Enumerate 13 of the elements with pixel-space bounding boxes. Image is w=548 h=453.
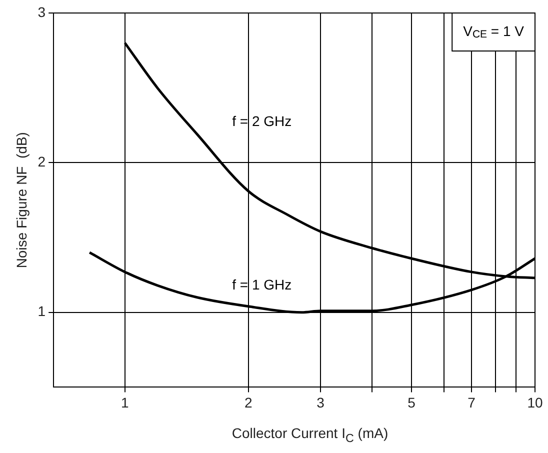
x-axis-title: Collector Current I$_{C}$ (mA)	[230, 425, 390, 445]
x-tick-label: 1	[121, 394, 130, 410]
y-axis-title: Noise Figure NF (dB)	[13, 132, 30, 268]
x-tick-label: 2	[244, 394, 252, 410]
y-tick-label: 2	[38, 154, 46, 170]
x-tick-label: 10	[527, 394, 543, 410]
y-tick-label: 1	[38, 303, 46, 320]
x-tick-label: 3	[316, 394, 325, 410]
series-label: f = 1 GHz	[232, 276, 292, 292]
x-tick-label: 5	[408, 394, 416, 410]
y-tick-label: 3	[38, 4, 46, 20]
x-tick-label: 7	[468, 394, 476, 410]
text: f = 2 GHz	[232, 113, 292, 130]
